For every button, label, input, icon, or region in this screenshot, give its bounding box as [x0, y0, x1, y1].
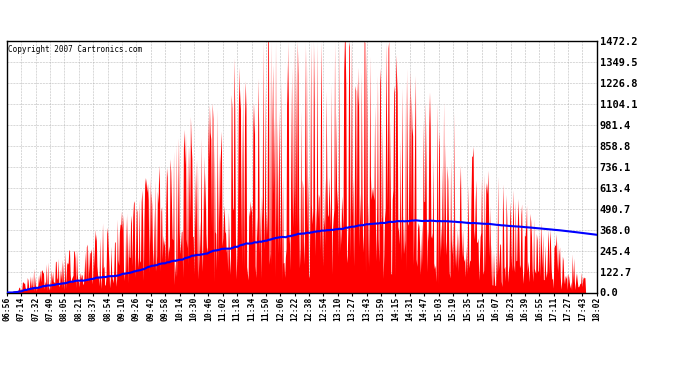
Text: Copyright 2007 Cartronics.com: Copyright 2007 Cartronics.com	[8, 45, 142, 54]
Text: West Array Actual Power (red) & Running Average Power (blue) (Watts) Tue Oct 2 1: West Array Actual Power (red) & Running …	[9, 10, 681, 23]
